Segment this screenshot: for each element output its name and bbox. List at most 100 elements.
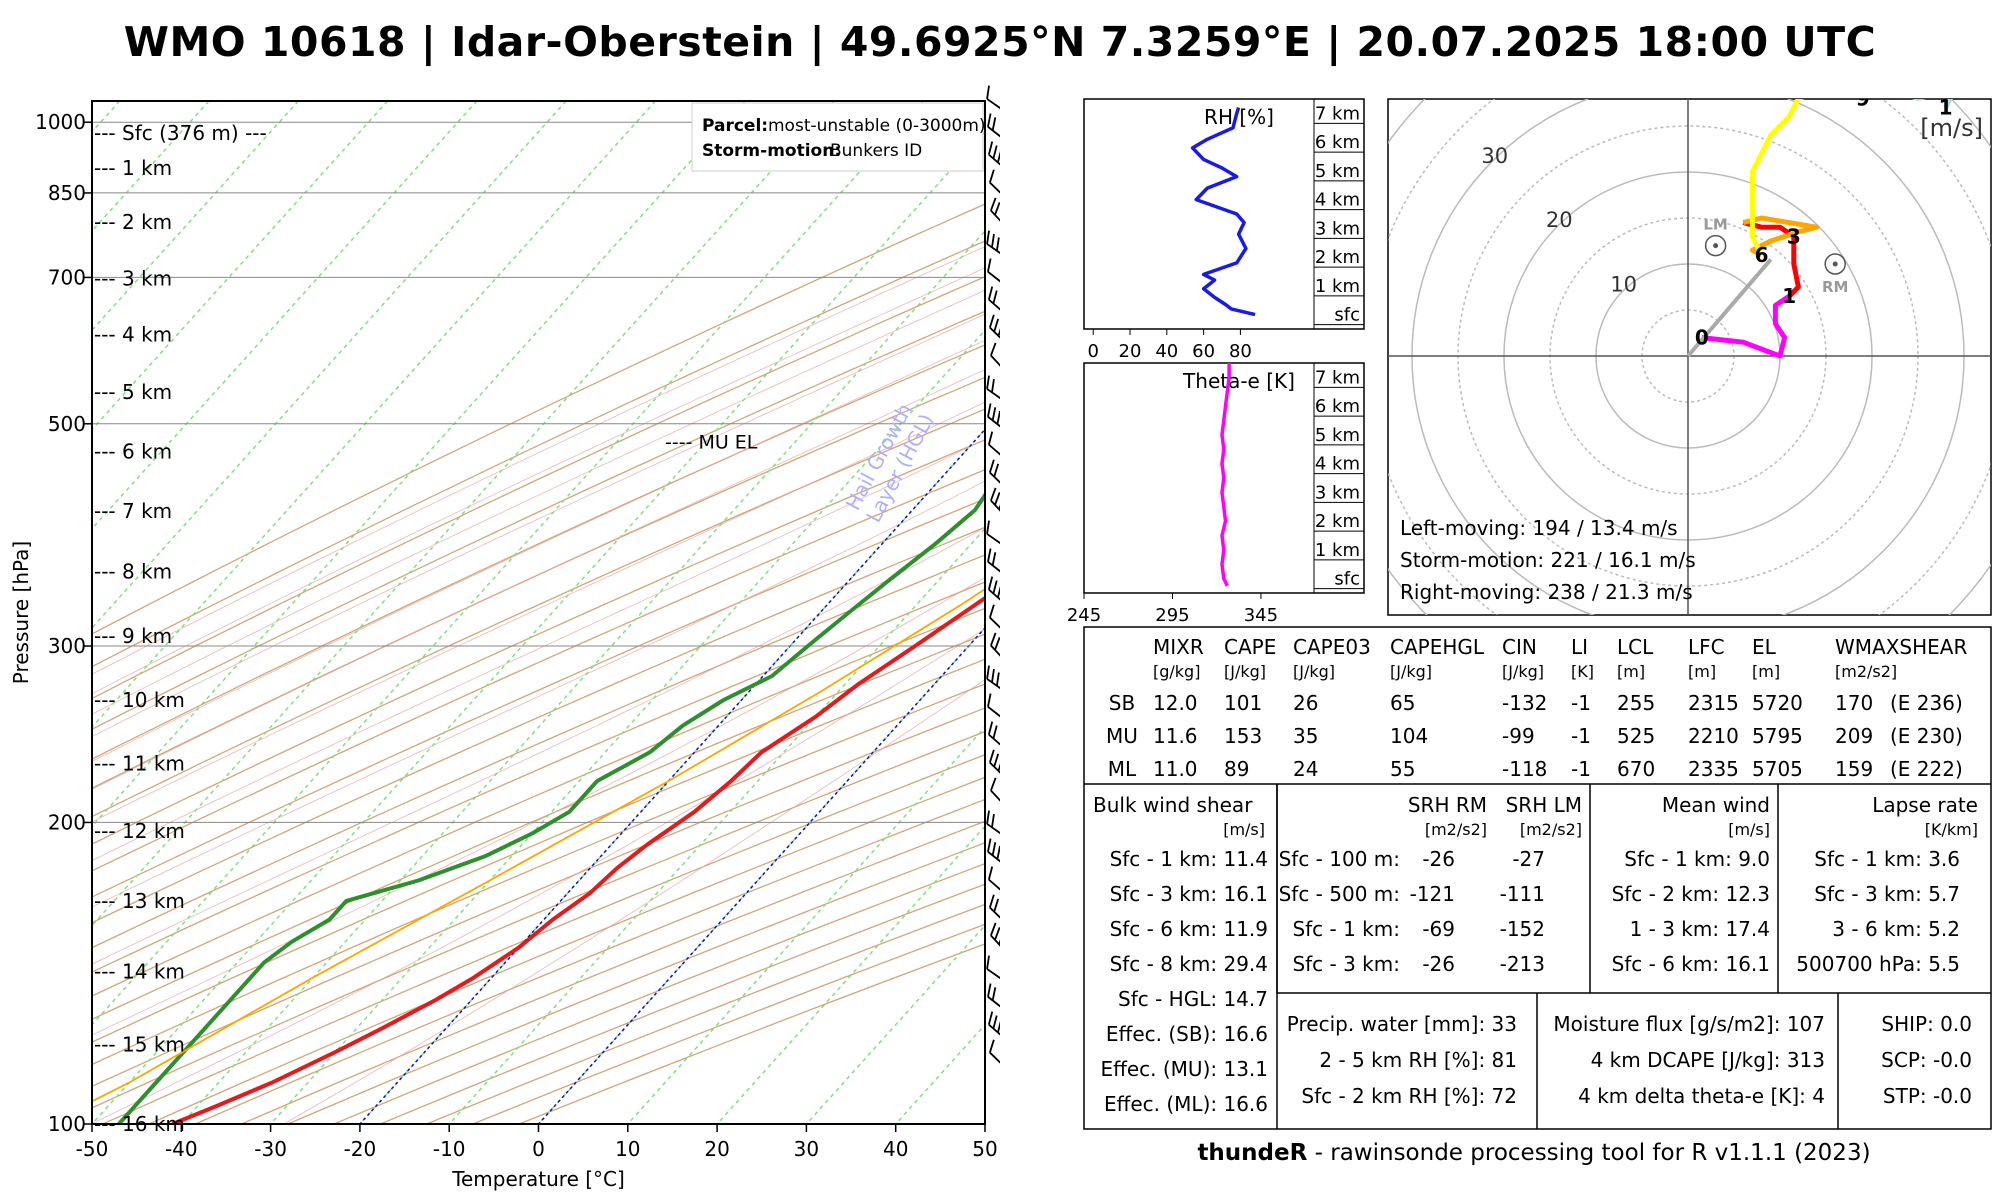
x-tick-label: 345 (1244, 605, 1278, 626)
wind-barb (987, 721, 1000, 754)
dry-adiabat (92, 203, 985, 635)
srh-rm-value: -121 (1410, 882, 1455, 906)
x-tick-label: 295 (1155, 605, 1189, 626)
table-row-label: SB (1109, 691, 1135, 715)
hodograph-segment (1742, 220, 1801, 298)
table-header-unit: [J/kg] (1502, 662, 1544, 681)
height-label: --- 14 km (94, 959, 185, 983)
x-tick-label: 0 (1087, 341, 1098, 362)
height-marker: 1 (1782, 284, 1796, 308)
flux-row: 4 km delta theta-e [K]: 4 (1578, 1084, 1825, 1108)
table-header-unit: [J/kg] (1293, 662, 1335, 681)
composite-row: SHIP: 0.0 (1881, 1012, 1972, 1036)
height-marker: 9 (1856, 86, 1870, 110)
lapse-rate-title: Lapse rate (1872, 793, 1978, 817)
height-label: --- 5 km (94, 380, 172, 404)
bulk-shear-row: Sfc - 1 km: 11.4 (1110, 847, 1268, 871)
height-label: --- 10 km (94, 688, 185, 712)
table-cell: -99 (1502, 724, 1535, 748)
bulk-shear-unit: [m/s] (1223, 820, 1265, 839)
footer-text: - rawinsonde processing tool for R v1.1.… (1307, 1140, 1871, 1166)
wind-barb (986, 230, 1000, 261)
y-tick-label: 1000 (35, 110, 86, 134)
table-header: EL (1752, 635, 1777, 659)
wind-barb (986, 955, 1000, 986)
isotherm (180, 229, 985, 1124)
composite-row: STP: -0.0 (1883, 1084, 1972, 1108)
table-row-label: ML (1108, 757, 1137, 781)
storm-marker-dot (1832, 261, 1838, 267)
table-cell: (E 230) (1890, 724, 1963, 748)
x-tick-label: -40 (165, 1137, 198, 1161)
isotherm (92, 101, 835, 927)
height-marker: 1 (1939, 96, 1953, 120)
moist-adiabat (92, 480, 985, 908)
height-label: --- 3 km (94, 267, 172, 291)
theta-e-line (1220, 363, 1231, 587)
table-cell: -118 (1502, 757, 1547, 781)
composite-row: SCP: -0.0 (1881, 1048, 1972, 1072)
height-label: --- 13 km (94, 889, 185, 913)
wind-barb (987, 548, 1000, 580)
hodograph-segment (1701, 294, 1791, 359)
wind-barb (987, 403, 1000, 435)
flux-row: 4 km DCAPE [J/kg]: 313 (1591, 1048, 1825, 1072)
table-header-unit: [J/kg] (1390, 662, 1432, 681)
height-tick-label: 3 km (1315, 218, 1360, 239)
lapse-rate-unit: [K/km] (1925, 820, 1978, 839)
footer-brand: thundeR (1197, 1140, 1308, 1166)
srh-row-label: Sfc - 500 m: (1279, 882, 1400, 906)
isotherm (270, 329, 985, 1124)
table-cell: 11.6 (1153, 724, 1198, 748)
storm-marker-ring (1704, 234, 1727, 257)
table-cell: 11.0 (1153, 757, 1198, 781)
wind-barb (988, 749, 1000, 783)
flux-row: Moisture flux [g/s/m2]: 107 (1553, 1012, 1825, 1036)
height-label: --- 8 km (94, 560, 172, 584)
mean-wind-row: Sfc - 1 km: 9.0 (1624, 847, 1770, 871)
height-label: --- Sfc (376 m) --- (94, 121, 267, 145)
hodograph-plot-area: 10 20 30 40 LM RM 0 1 36 9 1 (1388, 86, 1991, 615)
height-tick-label: 6 km (1315, 132, 1360, 153)
wind-barb (987, 838, 1000, 870)
wind-barb (987, 286, 1000, 319)
table-cell: 5795 (1752, 724, 1803, 748)
srh-rm-value: -69 (1422, 917, 1455, 941)
table-cell: (E 236) (1890, 691, 1963, 715)
dry-adiabat (92, 707, 985, 1088)
mean-wind-title: Mean wind (1662, 793, 1770, 817)
height-label: --- 6 km (94, 440, 172, 464)
storm-motion-line: Storm-motion: 221 / 16.1 m/s (1400, 548, 1696, 572)
table-cell: 255 (1617, 691, 1655, 715)
skew-t-diagram: 124816-50-40-30-20-1001020304050Temperat… (9, 85, 1000, 1191)
moist-adiabat (92, 576, 985, 1036)
table-cell: 209 (1835, 724, 1873, 748)
table-cell: -1 (1571, 724, 1591, 748)
wind-barb (987, 866, 1000, 899)
table-cell: 26 (1293, 691, 1318, 715)
y-tick-label: 700 (48, 265, 86, 289)
isotherm (448, 527, 985, 1124)
height-tick-label: 7 km (1315, 367, 1360, 388)
lapse-rate-row: 500700 hPa: 5.5 (1796, 952, 1960, 976)
wind-barb (988, 459, 1000, 493)
height-tick-label: 1 km (1315, 276, 1360, 297)
dry-adiabat (92, 607, 985, 997)
moist-adiabat (92, 289, 985, 715)
lapse-rate-row: Sfc - 1 km: 3.6 (1814, 847, 1960, 871)
height-label: --- 1 km (94, 156, 172, 180)
height-label: --- 9 km (94, 624, 172, 648)
theta-e-title: Theta-e [K] (1182, 369, 1295, 393)
dry-adiabat (92, 683, 985, 1066)
dry-adiabat (92, 581, 985, 973)
mean-wind-row: Sfc - 6 km: 16.1 (1612, 952, 1770, 976)
height-marker: 0 (1695, 326, 1709, 350)
storm-motion-vector (1686, 258, 1773, 358)
x-tick-label: 30 (794, 1137, 819, 1161)
storm-legend-key: Storm-motion: (702, 141, 841, 161)
storm-marker-ring (1824, 253, 1846, 275)
srh-lm-value: -152 (1500, 917, 1545, 941)
